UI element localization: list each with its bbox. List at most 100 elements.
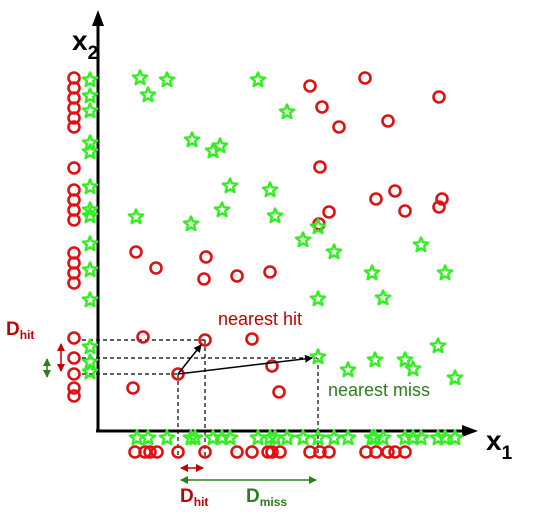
- green-star-point: [325, 429, 343, 446]
- x-axis-label: x1: [486, 425, 513, 464]
- red-circle-point: [67, 276, 81, 290]
- green-star-point: [339, 361, 357, 378]
- green-star-point: [436, 264, 454, 281]
- green-star-point: [429, 337, 447, 354]
- green-star-point: [183, 131, 201, 148]
- green-star-point: [81, 143, 99, 160]
- red-circle-point: [230, 445, 244, 459]
- red-circle-point: [67, 120, 81, 134]
- red-circle-point: [358, 71, 372, 85]
- green-star-point: [309, 348, 327, 365]
- red-circle-point: [129, 245, 143, 259]
- red-circle-point: [67, 161, 81, 175]
- red-circle-point: [435, 192, 449, 206]
- green-star-point: [294, 429, 312, 446]
- red-circle-point: [332, 120, 346, 134]
- red-circle-point: [322, 445, 336, 459]
- green-star-point: [261, 181, 279, 198]
- red-circle-point: [67, 331, 81, 345]
- green-star-point: [131, 69, 149, 86]
- green-star-point: [363, 264, 381, 281]
- y-axis-label: x2: [72, 25, 98, 64]
- red-circle-point: [398, 204, 412, 218]
- green-star-point: [396, 351, 414, 368]
- red-circle-point: [67, 389, 81, 403]
- data-points: [67, 69, 464, 459]
- d-miss-bottom-label: Dmiss: [246, 486, 287, 509]
- red-circle-point: [67, 367, 81, 381]
- red-circle-point: [245, 332, 259, 346]
- green-star-point: [374, 429, 392, 446]
- green-star-point: [127, 208, 145, 225]
- green-star-point: [412, 236, 430, 253]
- green-star-point: [221, 429, 239, 446]
- red-circle-point: [199, 250, 213, 264]
- red-circle-point: [432, 90, 446, 104]
- green-star-point: [139, 429, 157, 446]
- red-circle-point: [67, 351, 81, 365]
- projection-guides: [82, 339, 319, 458]
- red-circle-point: [313, 445, 327, 459]
- red-circle-point: [265, 445, 279, 459]
- green-star-point: [261, 429, 279, 446]
- red-circle-point: [197, 272, 211, 286]
- x-axis-arrowhead: [462, 425, 478, 437]
- green-star-point: [446, 369, 464, 386]
- red-circle-point: [198, 333, 212, 347]
- red-circle-point: [432, 200, 446, 214]
- y-axis-arrowhead: [92, 10, 104, 26]
- green-star-point: [278, 429, 296, 446]
- red-circle-point: [171, 445, 185, 459]
- red-circle-point: [322, 205, 336, 219]
- red-circle-point: [273, 445, 287, 459]
- green-star-point: [204, 142, 222, 159]
- arrow-to-nearest-hit: [177, 344, 202, 375]
- red-circle-point: [230, 269, 244, 283]
- green-star-point: [309, 218, 327, 235]
- green-star-point: [81, 102, 99, 119]
- green-star-point: [81, 261, 99, 278]
- green-star-point: [81, 207, 99, 224]
- green-star-point: [81, 235, 99, 252]
- green-star-point: [158, 71, 176, 88]
- red-circle-point: [67, 111, 81, 125]
- nearest-hit-label: nearest hit: [218, 309, 302, 329]
- green-star-point: [325, 243, 343, 260]
- red-circle-point: [272, 385, 286, 399]
- red-circle-point: [67, 213, 81, 227]
- nearest-miss-label: nearest miss: [328, 380, 430, 400]
- green-star-point: [309, 290, 327, 307]
- green-star-point: [446, 429, 464, 446]
- green-star-point: [81, 71, 99, 88]
- red-circle-point: [388, 184, 402, 198]
- red-circle-point: [381, 114, 395, 128]
- green-star-point: [366, 351, 384, 368]
- green-star-point: [81, 338, 99, 355]
- green-star-point: [294, 231, 312, 248]
- red-circle-point: [263, 265, 277, 279]
- green-star-point: [211, 137, 229, 154]
- red-circle-point: [149, 261, 163, 275]
- red-circle-point: [265, 359, 279, 373]
- green-star-point: [374, 289, 392, 306]
- green-star-point: [81, 363, 99, 380]
- red-circle-point: [67, 381, 81, 395]
- green-star-point: [81, 178, 99, 195]
- green-star-point: [404, 360, 422, 377]
- red-circle-point: [198, 445, 212, 459]
- green-star-point: [221, 177, 239, 194]
- d-hit-bottom-label: Dhit: [180, 486, 208, 509]
- green-star-point: [213, 201, 231, 218]
- green-star-point: [182, 215, 200, 232]
- green-star-point: [186, 429, 204, 446]
- green-star-point: [278, 103, 296, 120]
- red-circle-point: [398, 445, 412, 459]
- red-circle-point: [303, 79, 317, 93]
- red-circle-point: [315, 100, 329, 114]
- red-circle-point: [245, 445, 259, 459]
- green-star-point: [158, 429, 176, 446]
- red-circle-point: [369, 192, 383, 206]
- green-star-point: [412, 429, 430, 446]
